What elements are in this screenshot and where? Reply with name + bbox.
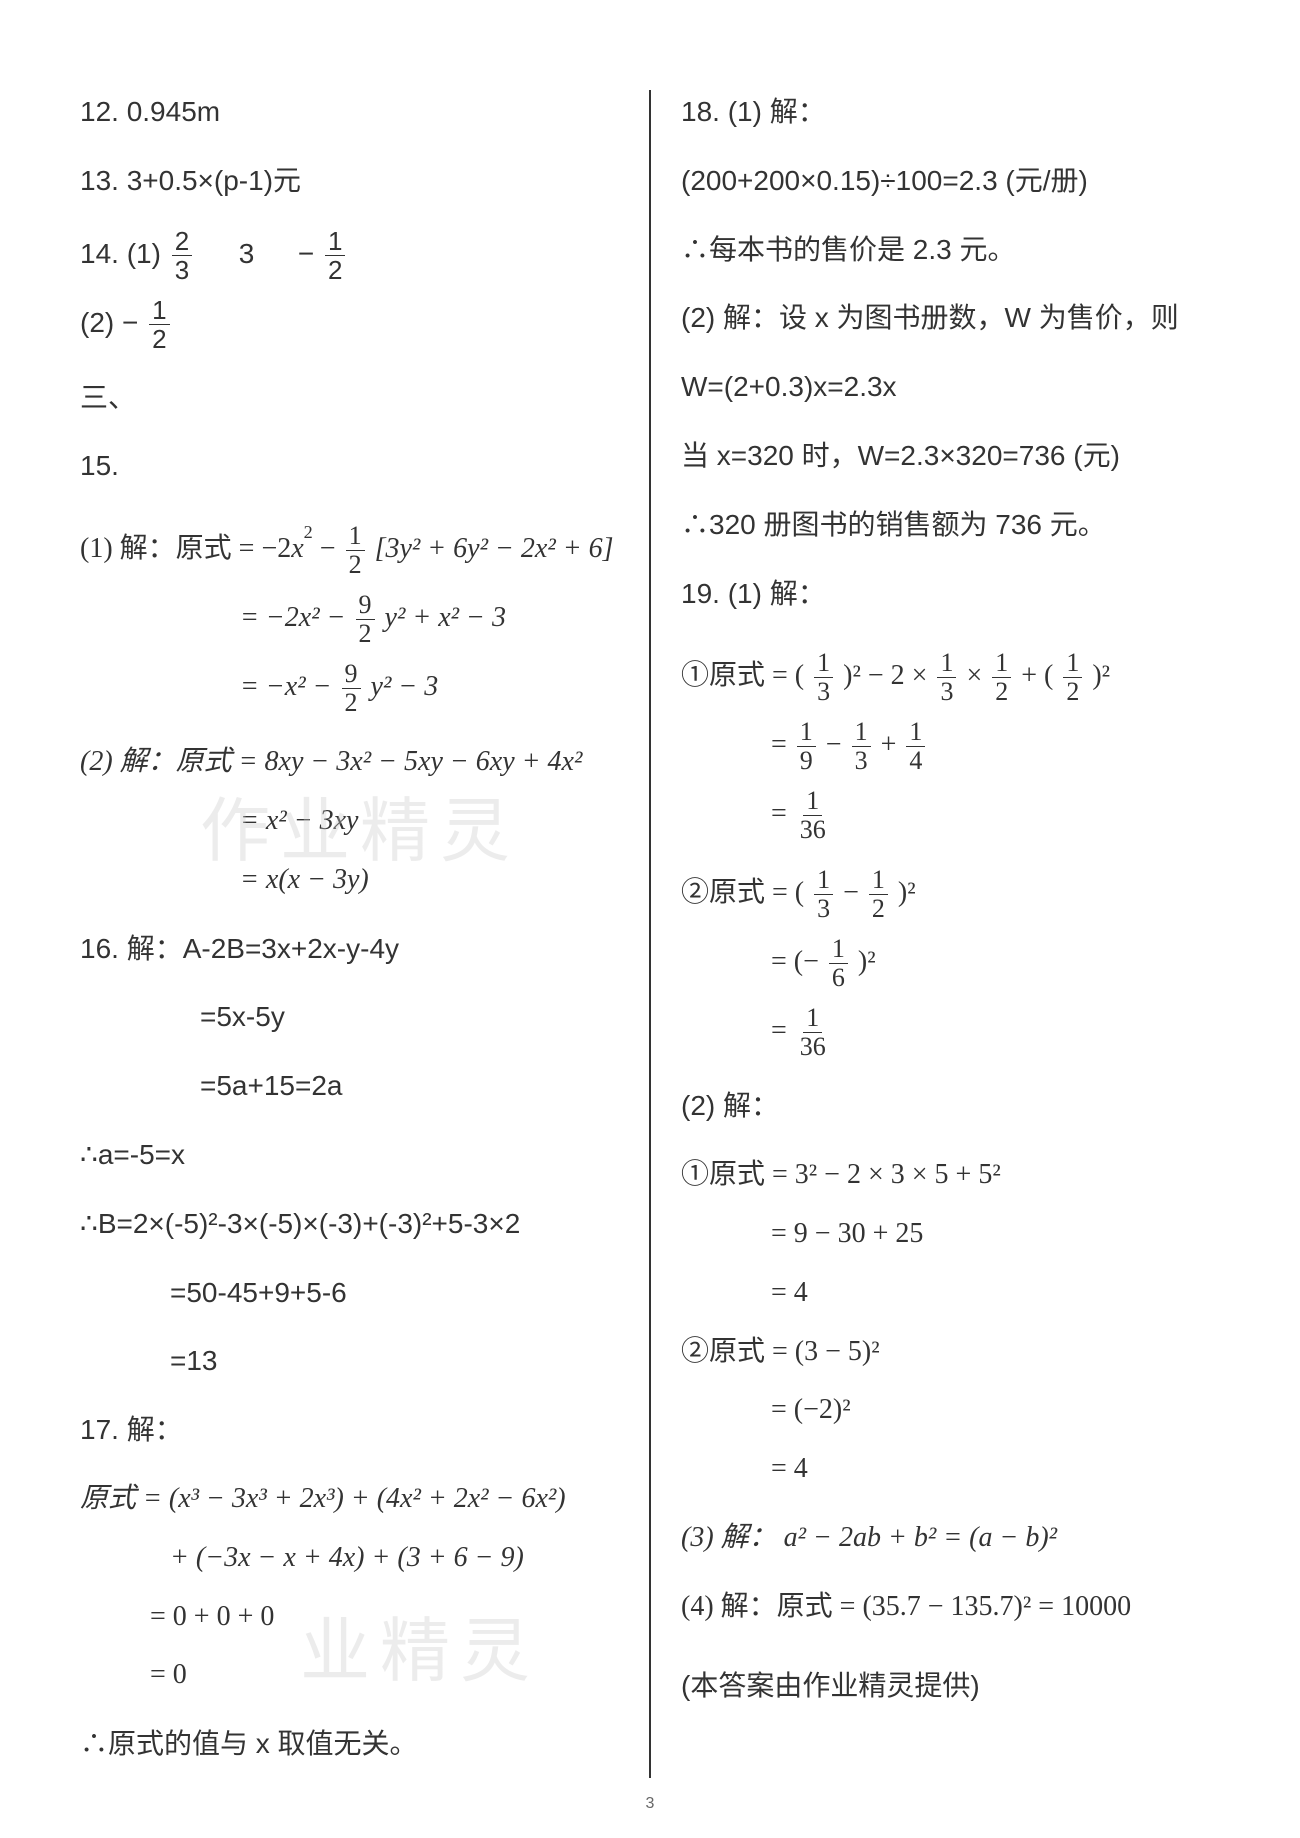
ans-16g: =13 [80, 1339, 619, 1384]
sol-19-2-1c: = 4 [681, 1271, 1220, 1316]
sol-19-2-2b: = (−2)² [681, 1388, 1220, 1433]
ans-18g: ∴320 册图书的销售额为 736 元。 [681, 503, 1220, 548]
ans-17c: + (−3x − x + 4x) + (3 + 6 − 9) [80, 1536, 619, 1581]
sol-19-1-2c: = 136 [681, 1005, 1220, 1060]
ans-13: 13. 3+0.5×(p-1)元 [80, 159, 619, 204]
text: = −x² − [240, 671, 339, 702]
ans-18f: 当 x=320 时，W=2.3×320=736 (元) [681, 434, 1220, 479]
text: y² − 3 [371, 671, 439, 702]
sol-15-2a: (2) 解：原式 = 8xy − 3x² − 5xy − 6xy + 4x² [80, 740, 619, 785]
sol-15-2b: = x² − 3xy [80, 799, 619, 844]
ans-17f: ∴原式的值与 x 取值无关。 [80, 1722, 619, 1767]
frac: 12 [149, 297, 169, 352]
ans-16e: ∴B=2×(-5)²-3×(-5)×(-3)+(-3)²+5-3×2 [80, 1202, 619, 1247]
text: )² [898, 877, 916, 908]
frac: 92 [356, 592, 375, 647]
frac: 13 [852, 719, 871, 774]
sol-19-1-2a: ②原式 = ( 13 − 12 )² [681, 867, 1220, 922]
frac: 13 [814, 650, 833, 705]
frac: 14 [906, 719, 925, 774]
sol-19-2-2c: = 4 [681, 1447, 1220, 1492]
ans-16f: =50-45+9+5-6 [80, 1271, 619, 1316]
sol-19-1-1c: = 136 [681, 788, 1220, 843]
ans-16a: 16. 解：A-2B=3x+2x-y-4y [80, 927, 619, 972]
ans-18d: (2) 解：设 x 为图书册数，W 为售价，则 [681, 296, 1220, 341]
sol-15-1c: = −x² − 92 y² − 3 [80, 661, 619, 716]
text: = (− [771, 946, 819, 977]
text: ②原式 = ( [681, 877, 804, 908]
sol-15-1b: = −2x² − 92 y² + x² − 3 [80, 592, 619, 647]
sol-19-2-1b: = 9 − 30 + 25 [681, 1212, 1220, 1257]
frac: 12 [992, 650, 1011, 705]
page-number: 3 [646, 1795, 655, 1813]
sol-19-1-2b: = (− 16 )² [681, 936, 1220, 991]
ans-17a: 17. 解： [80, 1408, 619, 1453]
text: 3 [203, 237, 298, 268]
ans-14-1: 14. (1) 23 3 − 12 [80, 228, 619, 283]
ans-19a: 19. (1) 解： [681, 572, 1220, 617]
sol-19-2-1a: ①原式 = 3² − 2 × 3 × 5 + 5² [681, 1153, 1220, 1198]
frac: 12 [325, 228, 345, 283]
frac: 16 [829, 936, 848, 991]
frac: 12 [346, 523, 365, 578]
frac: 13 [814, 867, 833, 922]
sol-19-1-1b: = 19 − 13 + 14 [681, 719, 1220, 774]
text: )² [858, 946, 876, 977]
frac: 12 [869, 867, 888, 922]
ans-16b: =5x-5y [80, 995, 619, 1040]
ans-17d: = 0 + 0 + 0 [80, 1595, 619, 1640]
ans-18a: 18. (1) 解： [681, 90, 1220, 135]
page-columns: 12. 0.945m 13. 3+0.5×(p-1)元 14. (1) 23 3… [80, 90, 1220, 1778]
text: y² + x² − 3 [385, 602, 506, 633]
frac: 136 [797, 1005, 829, 1060]
text: = [771, 1015, 794, 1046]
neg: − [298, 237, 314, 268]
text: + ( [1021, 660, 1053, 691]
text: − [320, 533, 343, 564]
ans-14-2: (2) − 12 [80, 297, 619, 352]
right-column: 18. (1) 解： (200+200×0.15)÷100=2.3 (元/册) … [651, 90, 1220, 1778]
ans-16d: ∴a=-5=x [80, 1133, 619, 1178]
ans-15: 15. [80, 444, 619, 489]
neg: − [122, 306, 138, 337]
text: − [826, 729, 849, 760]
section-three: 三、 [80, 376, 619, 421]
text: ①原式 = ( [681, 660, 804, 691]
var: x [291, 533, 303, 564]
text: (1) 解：原式 = −2 [80, 533, 291, 564]
frac: 136 [797, 788, 829, 843]
ans-19-4: (4) 解：原式 = (35.7 − 135.7)² = 10000 [681, 1585, 1220, 1630]
text: − [843, 877, 866, 908]
text: = −2x² − [240, 602, 353, 633]
sol-15-2c: = x(x − 3y) [80, 858, 619, 903]
text: 14. (1) [80, 237, 169, 268]
credit: (本答案由作业精灵提供) [681, 1664, 1220, 1709]
text: )² [1092, 660, 1110, 691]
ans-17e: = 0 [80, 1653, 619, 1698]
frac: 19 [797, 719, 816, 774]
text: )² − 2 × [843, 660, 934, 691]
text: (2) [80, 306, 122, 337]
ans-18e: W=(2+0.3)x=2.3x [681, 365, 1220, 410]
ans-19-3: (3) 解： a² − 2ab + b² = (a − b)² [681, 1516, 1220, 1561]
frac: 13 [937, 650, 956, 705]
text: [3y² + 6y² − 2x² + 6] [375, 533, 614, 564]
sol-19-2-2a: ②原式 = (3 − 5)² [681, 1330, 1220, 1375]
frac: 12 [1063, 650, 1082, 705]
text: = [771, 798, 794, 829]
left-column: 12. 0.945m 13. 3+0.5×(p-1)元 14. (1) 23 3… [80, 90, 649, 1778]
text: + [881, 729, 904, 760]
sol-15-1a: (1) 解：原式 = −2x2 − 12 [3y² + 6y² − 2x² + … [80, 523, 619, 578]
ans-18c: ∴每本书的售价是 2.3 元。 [681, 228, 1220, 273]
frac: 23 [172, 228, 192, 283]
text: = [771, 729, 794, 760]
ans-18b: (200+200×0.15)÷100=2.3 (元/册) [681, 159, 1220, 204]
frac: 92 [342, 661, 361, 716]
sol-19-1-1a: ①原式 = ( 13 )² − 2 × 13 × 12 + ( 12 )² [681, 650, 1220, 705]
ans-17b: 原式 = (x³ − 3x³ + 2x³) + (4x² + 2x² − 6x²… [80, 1477, 619, 1522]
ans-19-2: (2) 解： [681, 1084, 1220, 1129]
ans-16c: =5a+15=2a [80, 1064, 619, 1109]
text: × [966, 660, 989, 691]
ans-12: 12. 0.945m [80, 90, 619, 135]
